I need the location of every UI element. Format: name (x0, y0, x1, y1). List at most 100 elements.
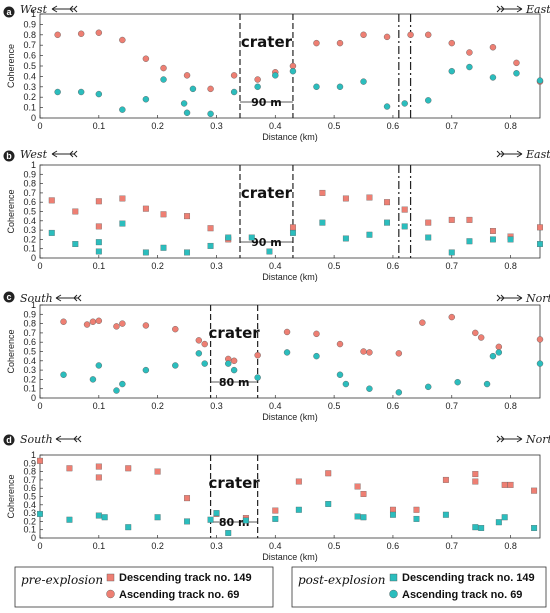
panel-a-pre-point (336, 39, 344, 47)
panel-b-pre-point (537, 224, 543, 231)
panel-c-post-point (225, 360, 232, 367)
panel-b-post-point (448, 249, 455, 256)
panel-a-xtick-label: 0.4 (269, 121, 282, 131)
panel-b-crater-label: crater (241, 184, 293, 202)
panel-a-pre-point (95, 29, 103, 36)
panel-a-post-point (489, 74, 497, 81)
panel-d-ylabel: Coherence (6, 474, 16, 518)
panel-d-post-point (501, 514, 508, 521)
panel-b-ytick-label: 0.8 (23, 179, 36, 189)
panel-a-post-point (425, 97, 432, 104)
panel-a-ytick-label: 0.7 (23, 40, 36, 50)
panel-d-pre-point (125, 465, 132, 472)
panel-d-post-point (101, 514, 108, 521)
panel-c-post-point (425, 383, 432, 391)
panel-d-frame (39, 454, 541, 539)
panel-a-ytick-label: 0.1 (23, 103, 36, 113)
panel-b-ytick-label: 0.3 (23, 225, 36, 235)
panel-d-post-point (154, 514, 161, 521)
panel-b-xtick-label: 0.7 (446, 261, 459, 271)
panel-a-crater-label: crater (241, 33, 293, 51)
panel-d-xtick-label: 0.5 (328, 541, 341, 551)
panel-b-post-point (95, 248, 102, 255)
panel-d-post-point (225, 530, 232, 536)
panel-d-pre-point (413, 506, 420, 513)
panel-d-pre-point (184, 495, 191, 502)
panel-c-letter: c (6, 292, 11, 302)
panel-b-pre-point (48, 197, 55, 204)
panel-d-crater-label-bg (212, 471, 256, 493)
panel-a-ytick-label: 0.3 (23, 82, 36, 92)
panel-b-pre-point (342, 195, 349, 202)
panel-a-xtick-label: 0.7 (446, 121, 459, 131)
panel-c-xtick-label: 0.4 (269, 401, 282, 411)
panel-c-pre-point (60, 318, 67, 325)
panel-d-post-point (95, 512, 102, 519)
panel-b-frame (39, 164, 541, 259)
panel-d-ytick-label: 0.9 (23, 458, 36, 468)
panel-c-ytick-label: 0.6 (23, 337, 36, 347)
panel-a-ytick-label: 0 (31, 113, 36, 123)
panel-c-xlabel: Distance (km) (262, 412, 318, 422)
panel-d-post-point (213, 510, 220, 517)
legend-pre-desc-marker (106, 573, 115, 582)
panel-d-post-point (531, 525, 538, 531)
panel-b-ytick-label: 0.7 (23, 188, 36, 198)
panel-b-ytick-label: 0.9 (23, 169, 36, 179)
panel-d-pre-point (472, 471, 479, 478)
panel-c-pre-point (172, 325, 179, 333)
panel-a-ylabel: Coherence (6, 44, 16, 88)
legend-post-title: post-explosion (298, 573, 386, 587)
panel-d-badge (3, 434, 15, 446)
panel-c-pre-point (448, 313, 455, 321)
panel-a-xtick-label: 0 (37, 121, 42, 131)
panel-a-crater-label-bg (242, 30, 291, 52)
panel-c-width-label: 80 m (219, 376, 250, 389)
panel-b-pre-point (289, 224, 296, 231)
panel-a-xtick-label: 0.5 (328, 121, 341, 131)
panel-c-xtick-label: 0.8 (504, 401, 517, 411)
panel-d-ytick-label: 0.7 (23, 475, 36, 485)
panel-d-xtick-label: 0.8 (504, 541, 517, 551)
panel-a-post-point (54, 88, 61, 96)
panel-b-crater-label-bg (242, 181, 291, 203)
panel-a-xlabel: Distance (km) (262, 132, 318, 142)
panel-a-ytick-label: 0.5 (23, 61, 36, 71)
panel-c-pre-point (195, 337, 203, 344)
panel-d-pre-point (389, 506, 396, 513)
panel-b-post-point (142, 249, 149, 256)
panel-b-pre-point (448, 216, 455, 223)
panel-a-post-point (448, 67, 455, 75)
panel-c-pre-point (230, 357, 238, 364)
panel-d-xtick-label: 0.7 (446, 541, 459, 551)
panel-c-ytick-label: 0.9 (23, 309, 36, 319)
panel-d-pre-point (295, 478, 302, 485)
panel-b-ylabel: Coherence (6, 189, 16, 233)
panel-d-ytick-label: 0.4 (23, 500, 36, 510)
panel-b-pre-point (425, 219, 432, 226)
legend-pre-asc-marker (106, 589, 115, 599)
legend-post-box (291, 566, 547, 608)
panel-a-post-point (401, 100, 408, 107)
panel-c-pre-point (477, 334, 485, 341)
panel-b-ytick-label: 0.2 (23, 234, 36, 244)
panel-b-xtick-label: 0.5 (328, 261, 341, 271)
panel-a-pre-point (254, 76, 261, 83)
panel-a-pre-point (313, 39, 320, 47)
panel-d-post-point (442, 511, 449, 518)
panel-d-xlabel: Distance (km) (262, 552, 318, 562)
legend-post-asc-marker (389, 589, 398, 599)
panel-b-pre-point (401, 206, 408, 213)
panel-c-post-point (89, 376, 97, 383)
panel-d-pre-point (360, 491, 367, 497)
panel-d-post-point (66, 516, 73, 523)
panel-a-post-point (180, 100, 188, 107)
panel-b-post-point (184, 249, 191, 256)
panel-d-pre-point (37, 457, 43, 464)
panel-c-xtick-label: 0.3 (210, 401, 223, 411)
panel-a-ytick-label: 0.8 (23, 30, 36, 40)
panel-c-post-point (172, 362, 179, 369)
legend-pre-asc-label: Ascending track no. 69 (119, 589, 239, 601)
panel-c-pre-point (366, 349, 373, 356)
panel-a-pre-point (383, 33, 391, 41)
